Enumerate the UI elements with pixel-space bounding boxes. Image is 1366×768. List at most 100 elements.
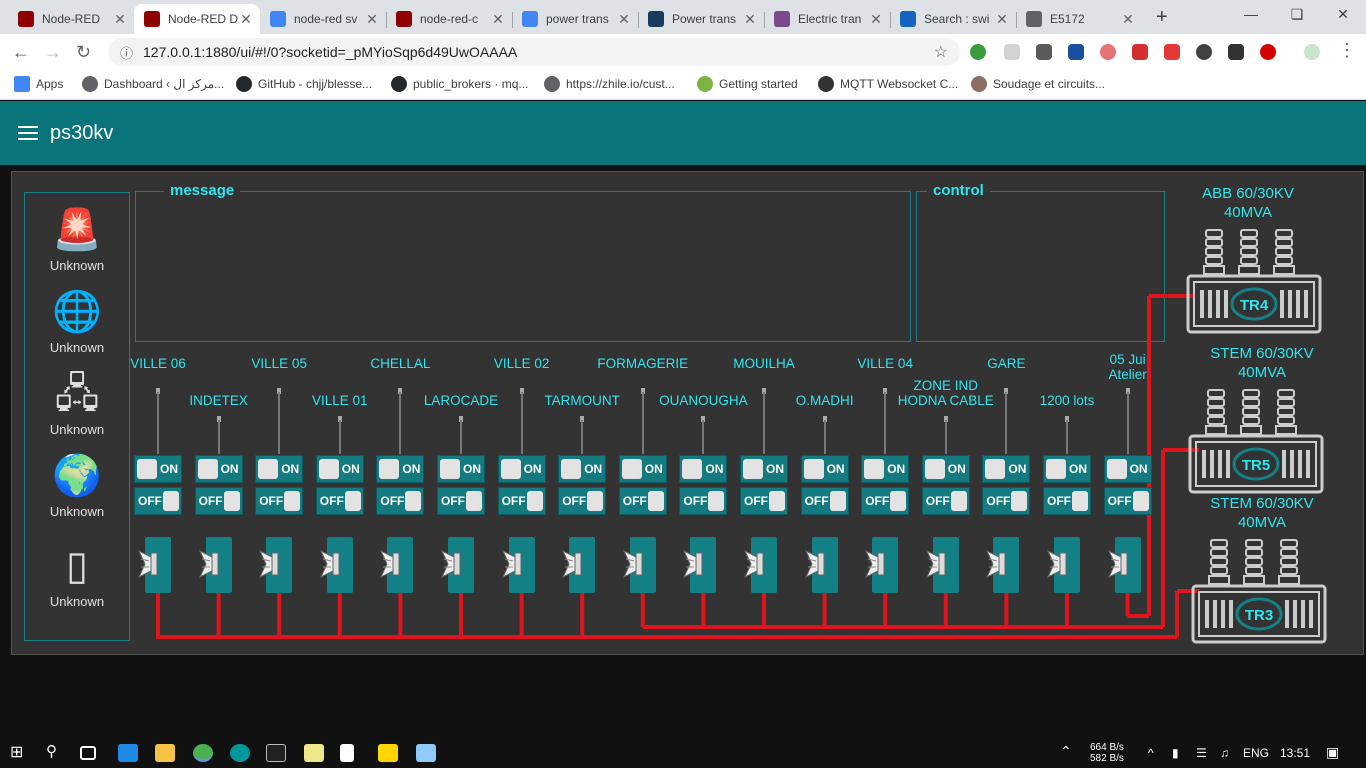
circuit-breaker[interactable]: [319, 537, 353, 593]
bookmark-item[interactable]: https://zhile.io/cust...: [544, 76, 675, 92]
tab-close-icon[interactable]: ✕: [744, 10, 756, 27]
feeder-off-button[interactable]: OFF: [861, 487, 910, 515]
extension-icon[interactable]: [1036, 44, 1052, 60]
tab-close-icon[interactable]: ✕: [618, 10, 630, 27]
feeder-off-button[interactable]: OFF: [255, 487, 304, 515]
volume-icon[interactable]: ♫: [1220, 746, 1229, 760]
notes-icon[interactable]: [416, 744, 436, 762]
extension-icon[interactable]: [1164, 44, 1180, 60]
circuit-breaker[interactable]: [743, 537, 777, 593]
feeder-on-button[interactable]: ON: [800, 455, 849, 483]
profile-avatar[interactable]: [1304, 44, 1320, 60]
circuit-breaker[interactable]: [1046, 537, 1080, 593]
bookmark-item[interactable]: Apps: [14, 76, 63, 92]
feeder-on-button[interactable]: ON: [1103, 455, 1152, 483]
bookmark-item[interactable]: Soudage et circuits...: [971, 76, 1105, 92]
info-icon[interactable]: ⓘ: [120, 45, 134, 61]
bookmark-item[interactable]: GitHub - chjj/blesse...: [236, 76, 372, 92]
feeder-off-button[interactable]: OFF: [437, 487, 485, 515]
circuit-breaker[interactable]: [986, 537, 1020, 593]
app-icon[interactable]: [378, 744, 398, 762]
circuit-breaker[interactable]: [683, 537, 717, 593]
feeder-on-button[interactable]: ON: [982, 455, 1031, 483]
circuit-breaker[interactable]: [380, 537, 414, 593]
file-explorer-icon[interactable]: [155, 744, 175, 762]
bookmark-star-icon[interactable]: ☆: [933, 44, 948, 61]
feeder-on-button[interactable]: ON: [921, 455, 970, 483]
arduino-icon[interactable]: [230, 744, 250, 762]
feeder-on-button[interactable]: ON: [740, 455, 788, 483]
extension-icon[interactable]: [1132, 44, 1148, 60]
circuit-breaker[interactable]: [501, 537, 535, 593]
feeder-off-button[interactable]: OFF: [315, 487, 364, 515]
tray-chevron-icon[interactable]: ^: [1148, 746, 1154, 760]
browser-tab[interactable]: power trans ✕: [512, 4, 638, 34]
reload-icon[interactable]: ↻: [76, 42, 92, 62]
extension-icon[interactable]: [1068, 44, 1084, 60]
windows-start-icon[interactable]: ⊞: [10, 744, 24, 761]
feeder-on-button[interactable]: ON: [315, 455, 364, 483]
circuit-breaker[interactable]: [562, 537, 596, 593]
transformer-icon[interactable]: TR5: [1186, 386, 1326, 496]
feeder-off-button[interactable]: OFF: [618, 487, 667, 515]
feeder-off-button[interactable]: OFF: [679, 487, 728, 515]
circuit-breaker[interactable]: [925, 537, 959, 593]
circuit-breaker[interactable]: [622, 537, 656, 593]
feeder-on-button[interactable]: ON: [497, 455, 546, 483]
extension-icon[interactable]: [1004, 44, 1020, 60]
feeder-off-button[interactable]: OFF: [1103, 487, 1152, 515]
feeder-off-button[interactable]: OFF: [134, 487, 182, 515]
notifications-icon[interactable]: ▣: [1326, 744, 1340, 760]
feeder-on-button[interactable]: ON: [558, 455, 607, 483]
chrome-icon[interactable]: [193, 744, 213, 762]
feeder-off-button[interactable]: OFF: [558, 487, 607, 515]
back-icon[interactable]: ←: [12, 42, 30, 62]
tab-close-icon[interactable]: ✕: [240, 10, 252, 27]
transformer-icon[interactable]: TR4: [1184, 226, 1324, 336]
feeder-on-button[interactable]: ON: [376, 455, 425, 483]
circuit-breaker[interactable]: [1107, 537, 1141, 593]
address-bar[interactable]: ⓘ 127.0.0.1:1880/ui/#!/0?socketid=_pMYio…: [108, 38, 960, 66]
bookmark-item[interactable]: public_brokers · mq...: [391, 76, 528, 92]
extension-icon[interactable]: [1260, 44, 1276, 60]
search-icon[interactable]: ⚲: [46, 743, 57, 760]
notepad-icon[interactable]: [304, 744, 324, 762]
browser-tab[interactable]: Search : swi ✕: [890, 4, 1016, 34]
feeder-off-button[interactable]: OFF: [800, 487, 849, 515]
transformer-icon[interactable]: TR3: [1189, 536, 1329, 646]
new-tab-button[interactable]: +: [1156, 6, 1168, 28]
feeder-on-button[interactable]: ON: [194, 455, 243, 483]
browser-tab[interactable]: Node-RED D ✕: [134, 4, 260, 34]
clock[interactable]: 13:51: [1280, 746, 1311, 760]
browser-tab[interactable]: node-red-c ✕: [386, 4, 512, 34]
feeder-on-button[interactable]: ON: [134, 455, 182, 483]
tab-close-icon[interactable]: ✕: [492, 10, 504, 27]
tab-close-icon[interactable]: ✕: [870, 10, 882, 27]
feeder-on-button[interactable]: ON: [679, 455, 728, 483]
circuit-breaker[interactable]: [137, 537, 171, 593]
forward-icon[interactable]: →: [44, 42, 62, 62]
app-icon[interactable]: [340, 744, 354, 762]
bookmark-item[interactable]: Getting started: [697, 76, 798, 92]
browser-tab[interactable]: Node-RED ✕: [8, 4, 134, 34]
feeder-off-button[interactable]: OFF: [921, 487, 970, 515]
extension-icon[interactable]: [1100, 44, 1116, 60]
browser-tab[interactable]: E5172 ✕: [1016, 4, 1142, 34]
feeder-off-button[interactable]: OFF: [982, 487, 1031, 515]
feeder-off-button[interactable]: OFF: [376, 487, 425, 515]
task-view-icon[interactable]: [80, 746, 96, 760]
cmd-icon[interactable]: [266, 744, 286, 762]
close-window-icon[interactable]: ✕: [1337, 6, 1349, 22]
browser-tab[interactable]: Power trans ✕: [638, 4, 764, 34]
language-indicator[interactable]: ENG: [1243, 746, 1270, 760]
minimize-icon[interactable]: —: [1244, 6, 1258, 22]
circuit-breaker[interactable]: [198, 537, 232, 593]
feeder-on-button[interactable]: ON: [437, 455, 485, 483]
circuit-breaker[interactable]: [440, 537, 474, 593]
tab-close-icon[interactable]: ✕: [996, 10, 1008, 27]
circuit-breaker[interactable]: [259, 537, 293, 593]
bookmark-item[interactable]: MQTT Websocket C...: [818, 76, 958, 92]
edge-icon[interactable]: [118, 744, 138, 762]
circuit-breaker[interactable]: [865, 537, 899, 593]
circuit-breaker[interactable]: [804, 537, 838, 593]
